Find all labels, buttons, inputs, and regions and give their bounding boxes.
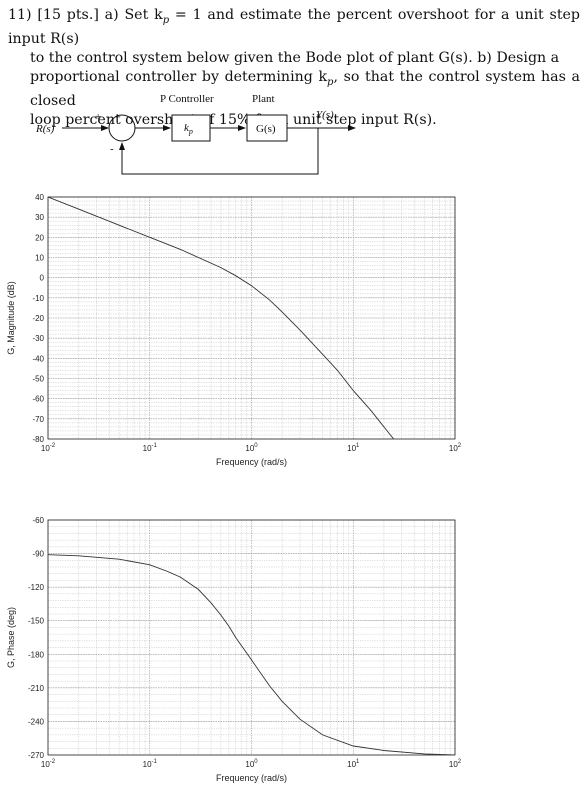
y-tick-label: -30 <box>32 334 44 343</box>
plant-block <box>246 114 288 142</box>
problem-statement: 11) [15 pts.] a) Set kp = 1 and estimate… <box>8 6 580 130</box>
x-tick-label: 100 <box>245 443 258 453</box>
x-axis-label: Frequency (rad/s) <box>216 773 287 783</box>
y-tick-label: 0 <box>40 274 45 283</box>
y-tick-label: -210 <box>28 684 45 693</box>
input-label: R(s) <box>35 123 55 135</box>
block-diagram: P Controller Plant R(s) + - kp G(s) Y(s) <box>35 93 356 175</box>
y-tick-label: -240 <box>28 717 45 726</box>
output-label: Y(s) <box>316 109 334 121</box>
plus-sign: + <box>95 111 101 123</box>
problem-line-2: to the control system below given the Bo… <box>30 49 560 66</box>
y-tick-label: 10 <box>35 254 44 263</box>
y-axis-label: G, Magnitude (dB) <box>6 281 16 355</box>
y-tick-label: 40 <box>35 193 44 202</box>
y-tick-label: -50 <box>32 375 44 384</box>
minus-sign: - <box>110 143 114 155</box>
controller-block-label: kp <box>184 122 193 136</box>
feedback-path <box>119 128 319 175</box>
y-tick-label: -150 <box>28 617 45 626</box>
x-tick-label: 101 <box>347 443 360 453</box>
x-tick-label: 100 <box>245 759 258 769</box>
plant-title: Plant <box>252 93 275 105</box>
x-axis-label: Frequency (rad/s) <box>216 457 287 467</box>
summing-junction <box>108 114 136 142</box>
problem-line-1: 11) [15 pts.] a) Set kp = 1 and estimate… <box>8 7 580 47</box>
problem-line-4: loop percent overshoot of 15% for a unit… <box>30 111 437 128</box>
problem-line-3: proportional controller by determining k… <box>30 68 580 109</box>
plant-block-label: G(s) <box>256 123 276 135</box>
y-tick-label: -20 <box>32 314 44 323</box>
y-tick-label: -40 <box>32 354 44 363</box>
x-tick-label: 101 <box>347 759 360 769</box>
x-tick-label: 102 <box>449 759 462 769</box>
y-tick-label: -60 <box>32 395 44 404</box>
y-tick-label: 20 <box>35 233 44 242</box>
x-tick-label: 10-2 <box>41 443 56 453</box>
y-tick-label: -80 <box>32 435 44 444</box>
y-tick-label: -270 <box>28 751 45 760</box>
x-tick-label: 10-1 <box>143 443 158 453</box>
plot-frame <box>47 196 456 440</box>
y-tick-label: -60 <box>32 516 44 525</box>
y-tick-label: -10 <box>32 294 44 303</box>
y-tick-label: -180 <box>28 650 45 659</box>
plot-frame <box>47 519 456 756</box>
x-tick-label: 10-2 <box>41 759 56 769</box>
y-tick-label: -90 <box>32 550 44 559</box>
y-tick-label: 30 <box>35 213 44 222</box>
x-tick-label: 10-1 <box>143 759 158 769</box>
response-curve <box>48 554 455 755</box>
x-tick-label: 102 <box>449 443 462 453</box>
controller-block <box>171 114 211 142</box>
y-axis-label: G, Phase (deg) <box>6 607 16 668</box>
controller-title: P Controller <box>160 93 214 105</box>
y-tick-label: -120 <box>28 583 45 592</box>
y-tick-label: -70 <box>32 415 44 424</box>
response-curve <box>48 197 395 439</box>
